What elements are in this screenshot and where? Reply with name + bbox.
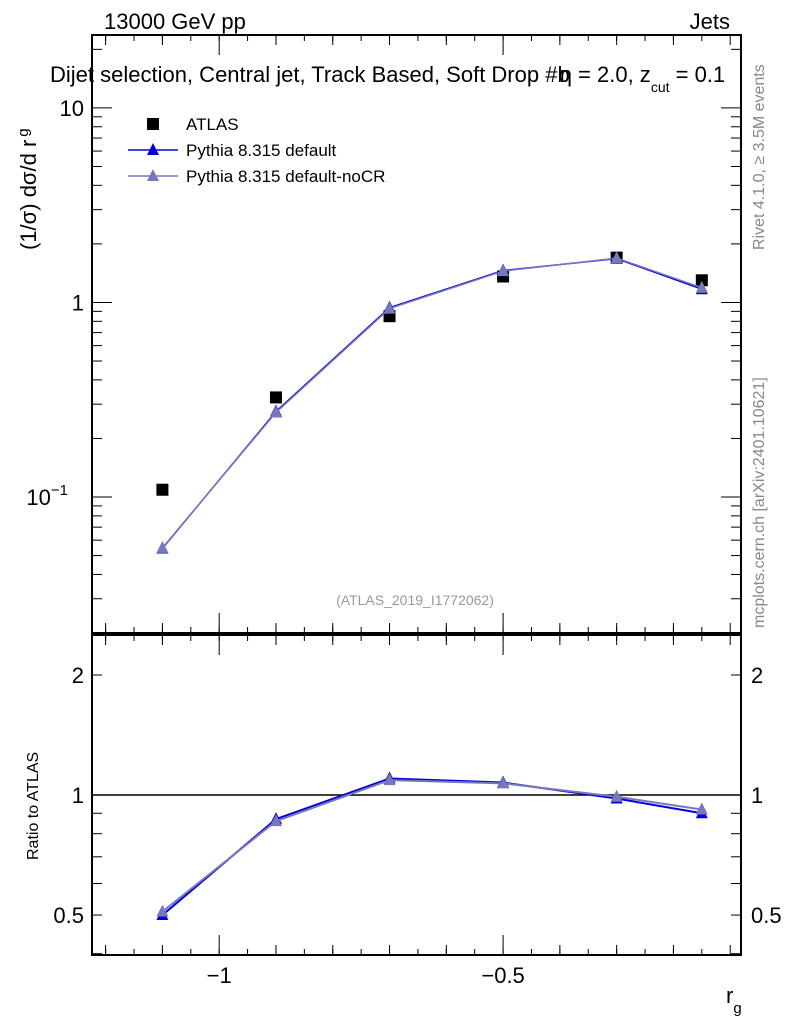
legend-label: Pythia 8.315 default — [186, 141, 337, 160]
header-left: 13000 GeV pp — [104, 9, 246, 34]
ratio-plot: 2 2 1 1 0.5 0.5 −1 −0.5 — [53, 634, 782, 988]
atlas-data-point — [695, 274, 708, 287]
y-tick-label-right: 0.5 — [751, 903, 782, 928]
legend-marker-triangle — [147, 143, 159, 155]
mc-point-2 — [269, 405, 282, 418]
mc-point-2 — [695, 280, 708, 293]
y-tick-label: 0.5 — [53, 903, 84, 928]
ratio-point-1 — [497, 776, 510, 789]
legend-label: Pythia 8.315 default-noCR — [186, 167, 385, 186]
legend-marker-triangle — [147, 169, 159, 181]
legend-marker-square — [147, 118, 159, 130]
ratio-line-1 — [161, 779, 702, 913]
mc-point-2 — [497, 264, 510, 277]
x-tick-label: −1 — [207, 963, 232, 988]
x-tick-label: −0.5 — [481, 963, 524, 988]
y-tick-label: 10 — [60, 96, 84, 121]
mc-point-2 — [156, 540, 169, 553]
y-tick-label: 1 — [72, 783, 84, 808]
main-ylabel: (1/σ) dσ/d rg — [15, 128, 41, 250]
mc-line-2 — [161, 257, 703, 549]
ratio-point-1 — [695, 802, 708, 815]
y-tick-label: 2 — [72, 663, 84, 688]
ratio-xlabel: rg — [726, 983, 742, 1017]
ratio-point-1 — [610, 789, 623, 802]
atlas-data-point — [269, 391, 282, 404]
main-plot: 10 1 10−1 — [26, 34, 742, 634]
mc-line-1 — [161, 257, 703, 549]
header-right: Jets — [690, 9, 730, 34]
y-tick-label: 10−1 — [26, 482, 68, 510]
atlas-data-point — [156, 483, 169, 496]
legend: ATLAS Pythia 8.315 default Pythia 8.315 de… — [128, 115, 385, 186]
y-tick-label-right: 1 — [751, 783, 763, 808]
side-label-top: Rivet 4.1.0, ≥ 3.5M events — [751, 64, 768, 250]
y-tick-label: 1 — [72, 290, 84, 315]
mc-point-2 — [610, 251, 623, 264]
legend-label: ATLAS — [186, 115, 239, 134]
plot-title: Dijet selection, Central jet, Track Base… — [50, 62, 725, 95]
ratio-ylabel: Ratio to ATLAS — [25, 752, 42, 860]
watermark: (ATLAS_2019_I1772062) — [336, 592, 494, 608]
y-tick-label-right: 2 — [751, 663, 763, 688]
ratio-point-1 — [383, 773, 396, 786]
mc-point-2 — [383, 301, 396, 314]
plot-frame — [91, 34, 742, 634]
ratio-point-1 — [269, 814, 282, 827]
side-label-bottom: mcplots.cern.ch [arXiv:2401.10621] — [751, 377, 768, 628]
ratio-point-1 — [156, 904, 169, 917]
